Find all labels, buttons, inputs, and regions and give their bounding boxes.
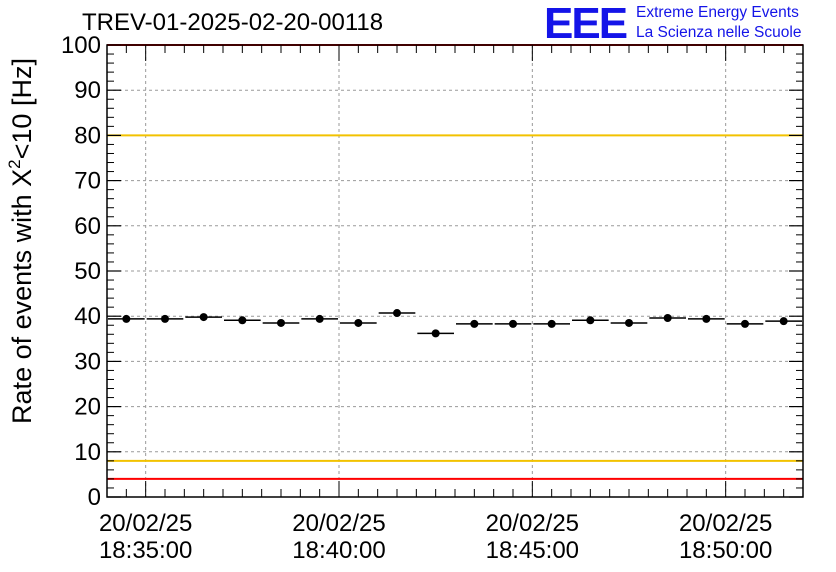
y-tick-label: 30 xyxy=(74,348,101,375)
data-point xyxy=(663,314,672,323)
y-axis-label-main: Rate of events with X xyxy=(7,169,37,424)
y-axis-label-suffix: <10 [Hz] xyxy=(7,58,37,159)
data-point xyxy=(238,316,247,325)
data-point xyxy=(509,319,517,328)
eee-logo-mark: EEE xyxy=(544,0,628,48)
y-axis-label-superscript: 2 xyxy=(5,159,24,168)
data-point xyxy=(586,316,595,325)
x-tick-time-label: 18:35:00 xyxy=(99,537,192,564)
data-point xyxy=(431,329,440,338)
data-point xyxy=(354,318,363,327)
data-point xyxy=(547,319,556,328)
x-tick-date-label: 20/02/25 xyxy=(486,510,579,537)
y-tick-label: 20 xyxy=(74,394,101,421)
x-tick-date-label: 20/02/25 xyxy=(292,510,385,537)
y-axis-label: Rate of events with X2<10 [Hz] xyxy=(5,58,37,424)
data-point xyxy=(277,318,285,327)
data-point xyxy=(161,314,169,323)
y-tick-label: 50 xyxy=(74,258,101,285)
data-point xyxy=(122,314,131,323)
data-point xyxy=(393,309,401,318)
grid-lines xyxy=(107,45,803,497)
data-point xyxy=(625,318,633,327)
logo-line-2: La Scienza nelle Scuole xyxy=(636,24,802,41)
chart-title: TREV-01-2025-02-20-00118 xyxy=(82,9,384,36)
y-tick-label: 0 xyxy=(88,484,101,511)
data-point xyxy=(315,314,324,323)
data-point xyxy=(741,319,749,328)
y-tick-label: 100 xyxy=(61,32,101,59)
data-point xyxy=(779,317,788,326)
y-tick-label: 80 xyxy=(74,122,101,149)
y-tick-label: 90 xyxy=(74,77,101,104)
data-point xyxy=(199,313,208,322)
x-tick-time-label: 18:50:00 xyxy=(679,537,772,564)
x-tick-time-label: 18:45:00 xyxy=(486,537,579,564)
x-tick-date-label: 20/02/25 xyxy=(679,510,772,537)
x-tick-time-label: 18:40:00 xyxy=(292,537,385,564)
data-points xyxy=(108,309,802,338)
y-tick-label: 60 xyxy=(74,213,101,240)
y-tick-label: 10 xyxy=(74,439,101,466)
logo-line-1: Extreme Energy Events xyxy=(636,4,799,21)
axis-ticks xyxy=(106,44,804,498)
y-tick-label: 70 xyxy=(74,168,101,195)
y-tick-label: 40 xyxy=(74,303,101,330)
x-tick-date-label: 20/02/25 xyxy=(99,510,192,537)
reference-lines xyxy=(107,44,803,480)
axis-labels: 010203040506070809010020/02/2518:35:0020… xyxy=(61,32,772,564)
data-point xyxy=(702,314,711,323)
eee-logo: EEE Extreme Energy Events La Scienza nel… xyxy=(544,2,834,46)
data-point xyxy=(470,319,479,328)
